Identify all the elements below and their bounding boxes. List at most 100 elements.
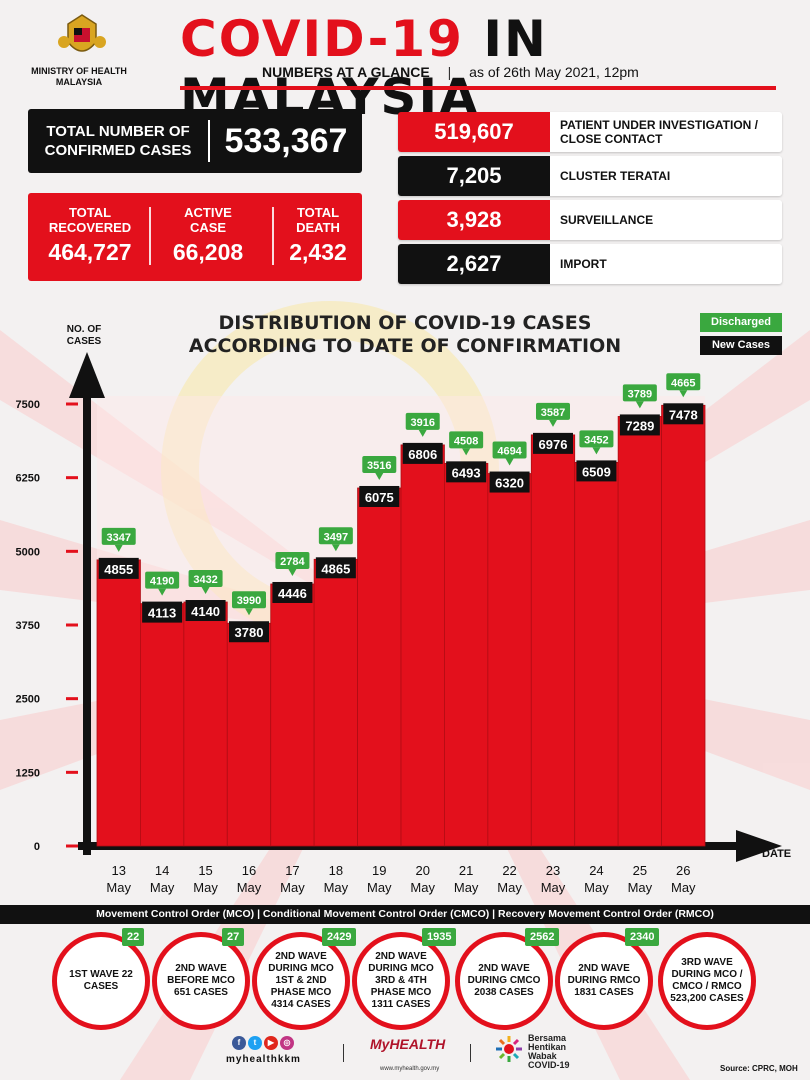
new-cases-label-box bbox=[98, 557, 139, 579]
social-icons: f t ▶ ◎ bbox=[232, 1036, 294, 1050]
bar bbox=[183, 601, 228, 847]
y-axis-label: NO. OF CASES bbox=[66, 324, 102, 347]
discharged-label-box bbox=[666, 373, 701, 391]
discharged-label-box bbox=[188, 570, 223, 588]
bar bbox=[270, 583, 315, 847]
subtitle-bold: NUMBERS AT A GLANCE bbox=[262, 64, 430, 80]
y-tick-label: 1250 bbox=[16, 767, 40, 779]
new-cases-label-box bbox=[142, 601, 183, 623]
new-cases-label-box bbox=[229, 621, 269, 643]
wave-badge: 2562 bbox=[525, 928, 560, 946]
wave-circle: 2ND WAVE DURING MCO 3RD & 4TH PHASE MCO … bbox=[352, 932, 450, 1030]
wave-badge: 2429 bbox=[322, 928, 357, 946]
breakdown-value: 519,607 bbox=[398, 112, 550, 152]
wave-text: 2ND WAVE DURING CMCO 2038 CASES bbox=[467, 963, 541, 998]
y-tick-label: 5000 bbox=[16, 546, 40, 558]
discharged-label: 2784 bbox=[280, 556, 305, 568]
new-cases-label: 6509 bbox=[582, 464, 611, 479]
new-cases-label: 6806 bbox=[408, 447, 437, 462]
title-red: COVID-19 bbox=[180, 10, 464, 68]
instagram-icon[interactable]: ◎ bbox=[280, 1036, 294, 1050]
breakdown-label: CLUSTER TERATAI bbox=[550, 156, 782, 196]
discharged-label-pointer bbox=[245, 608, 253, 616]
new-cases-label-box bbox=[619, 414, 660, 436]
x-tick-label: 26 May bbox=[671, 863, 696, 895]
new-cases-label: 6493 bbox=[452, 465, 481, 480]
bar bbox=[226, 622, 272, 847]
bar bbox=[313, 558, 358, 847]
discharged-label: 3452 bbox=[584, 434, 608, 446]
new-cases-label-box bbox=[663, 403, 704, 425]
bar bbox=[400, 444, 445, 847]
new-cases-label-box bbox=[489, 471, 530, 493]
discharged-label: 3432 bbox=[193, 574, 217, 586]
stat-active: ACTIVE CASE 66,208 bbox=[158, 205, 258, 266]
stat-death: TOTAL DEATH 2,432 bbox=[278, 205, 358, 266]
y-tick-label: 6250 bbox=[16, 473, 40, 485]
discharged-label-box bbox=[145, 571, 180, 589]
discharged-label: 4694 bbox=[497, 446, 522, 458]
x-tick-label: 23 May bbox=[541, 863, 566, 895]
x-tick-label: 17 May bbox=[280, 863, 305, 895]
new-cases-label-box bbox=[272, 581, 313, 603]
new-cases-label: 4140 bbox=[191, 604, 220, 619]
discharged-label-pointer bbox=[462, 448, 471, 456]
wave-badge: 27 bbox=[222, 928, 245, 946]
discharged-label-pointer bbox=[158, 588, 167, 596]
mco-legend-band: Movement Control Order (MCO) | Condition… bbox=[0, 905, 810, 924]
discharged-label-box bbox=[622, 384, 657, 402]
x-axis-label: DATE bbox=[762, 848, 792, 860]
breakdown-label: IMPORT bbox=[550, 244, 782, 284]
x-tick-label: 19 May bbox=[367, 863, 392, 895]
new-cases-label: 6320 bbox=[495, 476, 524, 491]
discharged-label: 3497 bbox=[324, 531, 348, 543]
discharged-label-box bbox=[492, 441, 527, 459]
stat-death-label: TOTAL DEATH bbox=[296, 205, 340, 235]
discharged-label-box bbox=[449, 431, 484, 449]
new-cases-label-box bbox=[576, 460, 617, 482]
stat-recovered-label: TOTAL RECOVERED bbox=[48, 205, 132, 235]
discharged-label-box bbox=[579, 430, 614, 448]
wave-text: 2ND WAVE DURING MCO 1ST & 2ND PHASE MCO … bbox=[268, 951, 334, 1010]
x-tick-label: 15 May bbox=[193, 863, 218, 895]
wave-text: 2ND WAVE DURING RMCO 1831 CASES bbox=[567, 963, 641, 998]
breakdown-value: 7,205 bbox=[398, 156, 550, 196]
x-tick-label: 24 May bbox=[584, 863, 609, 895]
wave-text: 2ND WAVE BEFORE MCO 651 CASES bbox=[167, 963, 235, 998]
divider bbox=[208, 120, 210, 162]
discharged-label-pointer bbox=[418, 429, 427, 437]
discharged-label: 3516 bbox=[367, 460, 391, 472]
stats-box: TOTAL RECOVERED 464,727 ACTIVE CASE 66,2… bbox=[28, 193, 362, 281]
discharged-label-box bbox=[362, 455, 397, 473]
discharged-label-box bbox=[275, 551, 310, 569]
youtube-icon[interactable]: ▶ bbox=[264, 1036, 278, 1050]
stat-recovered: TOTAL RECOVERED 464,727 bbox=[34, 205, 146, 266]
footer-separator bbox=[470, 1044, 471, 1062]
new-cases-label-box bbox=[185, 600, 226, 622]
total-confirmed-box: TOTAL NUMBER OF CONFIRMED CASES 533,367 bbox=[28, 109, 362, 173]
new-cases-label-box bbox=[533, 432, 573, 454]
x-tick-label: 18 May bbox=[324, 863, 349, 895]
source-label: Source: CPRC, MOH bbox=[720, 1064, 798, 1073]
header-divider bbox=[180, 86, 776, 90]
legend-new-cases: New Cases bbox=[700, 336, 782, 355]
new-cases-label-box bbox=[315, 557, 356, 579]
new-cases-label: 7478 bbox=[669, 407, 698, 422]
divider bbox=[149, 207, 151, 265]
subtitle-date: as of 26th May 2021, 12pm bbox=[469, 64, 639, 80]
breakdown-value: 3,928 bbox=[398, 200, 550, 240]
bersama-sun-icon bbox=[496, 1036, 522, 1062]
stat-recovered-value: 464,727 bbox=[48, 239, 132, 265]
facebook-icon[interactable]: f bbox=[232, 1036, 246, 1050]
twitter-icon[interactable]: t bbox=[248, 1036, 262, 1050]
subtitle: NUMBERS AT A GLANCE | as of 26th May 202… bbox=[262, 64, 639, 80]
myhealth-url: www.myhealth.gov.my bbox=[380, 1066, 440, 1072]
total-confirmed-label: TOTAL NUMBER OF CONFIRMED CASES bbox=[44, 123, 192, 159]
wave-circle: 2ND WAVE BEFORE MCO 651 CASES bbox=[152, 932, 250, 1030]
y-tick-label: 7500 bbox=[16, 399, 40, 411]
ministry-crest-logo bbox=[58, 14, 106, 52]
wave-circle: 2ND WAVE DURING MCO 1ST & 2ND PHASE MCO … bbox=[252, 932, 350, 1030]
total-confirmed-value: 533,367 bbox=[224, 121, 348, 160]
x-tick-label: 21 May bbox=[454, 863, 479, 895]
x-tick-label: 22 May bbox=[497, 863, 522, 895]
